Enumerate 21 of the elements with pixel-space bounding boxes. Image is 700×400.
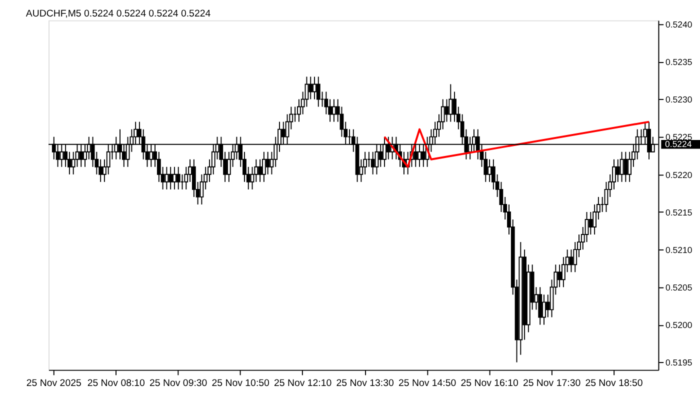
- x-tick-label: 25 Nov 09:30: [150, 378, 208, 389]
- x-tick-label: 25 Nov 12:10: [274, 378, 332, 389]
- y-tick-label: 0.5230: [666, 94, 692, 105]
- y-tick-label: 0.5210: [666, 244, 692, 255]
- x-tick-label: 25 Nov 2025: [26, 378, 82, 389]
- y-tick-label: 0.5200: [666, 320, 692, 330]
- x-tick-label: 25 Nov 14:50: [398, 378, 457, 389]
- x-tick-label: 25 Nov 08:10: [87, 378, 146, 389]
- x-tick-label: 25 Nov 10:50: [212, 378, 270, 389]
- ref-line-label: 0.5224: [665, 139, 692, 150]
- y-tick-label: 0.5235: [666, 57, 692, 68]
- y-tick-label: 0.5220: [666, 170, 692, 180]
- x-tick-label: 25 Nov 18:50: [585, 378, 644, 389]
- x-tick-label: 25 Nov 17:30: [522, 378, 582, 389]
- y-tick-label: 0.5240: [666, 19, 692, 30]
- chart-title: AUDCHF,M5 0.5224 0.5224 0.5224 0.5224: [26, 8, 212, 20]
- y-tick-label: 0.5195: [666, 358, 692, 368]
- x-tick-label: 25 Nov 16:10: [460, 378, 519, 389]
- x-tick-label: 25 Nov 13:30: [336, 378, 394, 389]
- y-tick-label: 0.5215: [666, 207, 692, 218]
- y-tick-label: 0.5205: [666, 282, 692, 293]
